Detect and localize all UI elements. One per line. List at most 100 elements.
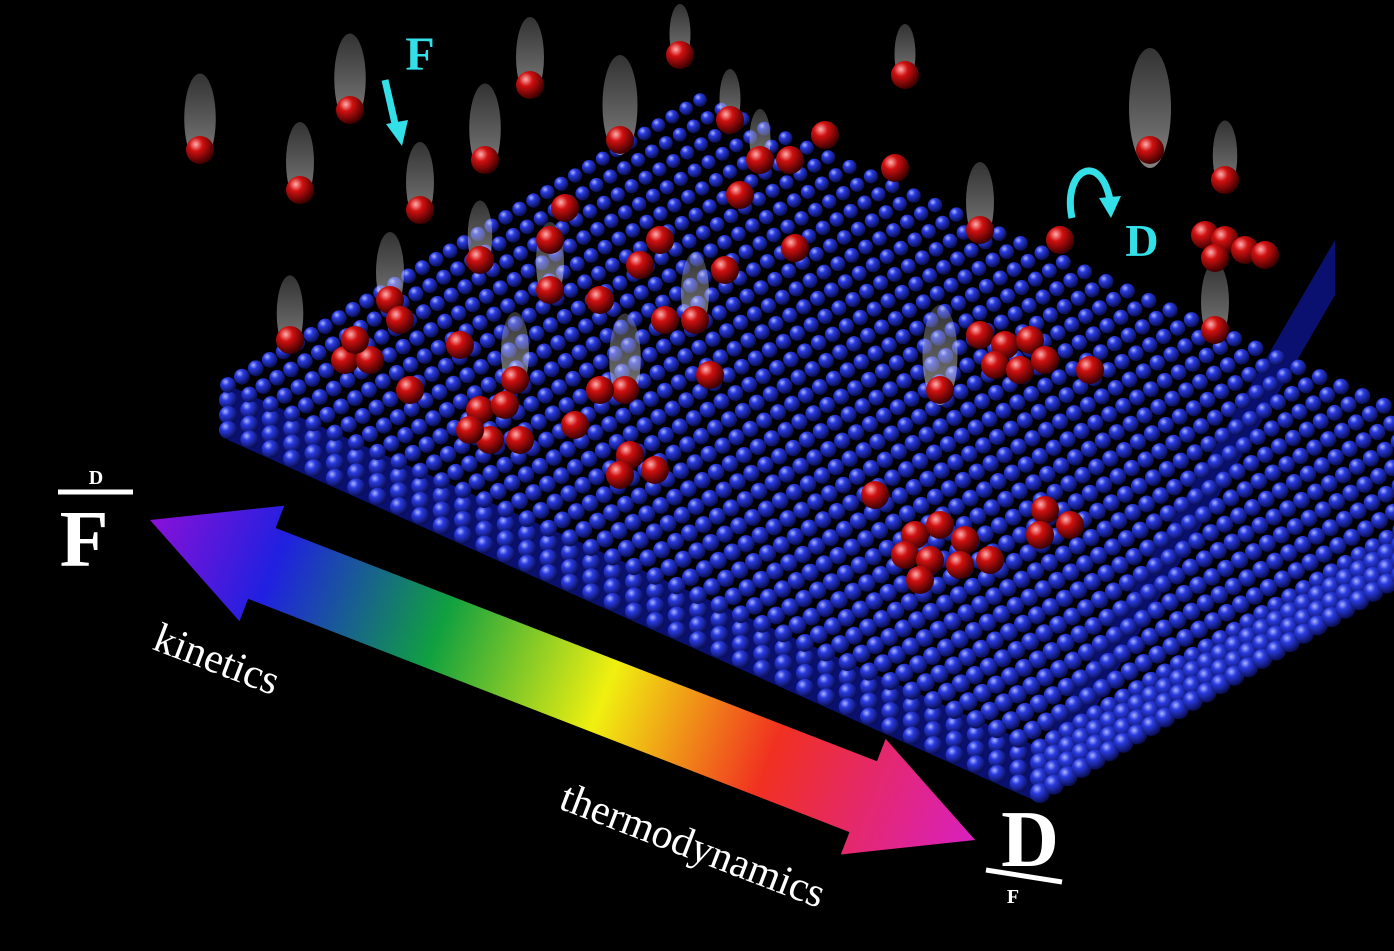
- substrate-atom: [787, 193, 801, 207]
- substrate-atom: [701, 490, 718, 507]
- substrate-atom: [967, 710, 985, 728]
- substrate-atom: [240, 431, 258, 449]
- substrate-atom: [705, 331, 720, 346]
- substrate-atom: [611, 187, 625, 201]
- adatom: [926, 511, 954, 539]
- substrate-atom: [845, 292, 860, 307]
- substrate-atom: [897, 417, 913, 433]
- substrate-atom: [1056, 255, 1071, 270]
- substrate-atom: [612, 276, 627, 291]
- substrate-atom: [305, 415, 321, 431]
- substrate-atom: [653, 206, 667, 220]
- adatom: [536, 226, 564, 254]
- substrate-atom: [1185, 356, 1201, 372]
- substrate-atom: [419, 437, 435, 453]
- substrate-atom: [374, 329, 389, 344]
- substrate-atom: [1334, 423, 1350, 439]
- substrate-atom: [1096, 477, 1113, 494]
- substrate-atom: [860, 708, 878, 726]
- substrate-atom: [807, 159, 821, 173]
- substrate-atom: [514, 290, 529, 305]
- substrate-atom: [459, 367, 475, 383]
- substrate-atom: [1109, 424, 1125, 440]
- substrate-atom: [1073, 423, 1089, 439]
- substrate-atom: [1095, 432, 1111, 448]
- substrate-atom: [879, 205, 893, 219]
- substrate-atom: [587, 424, 603, 440]
- substrate-atom: [786, 484, 803, 501]
- substrate-atom: [815, 177, 829, 191]
- substrate-atom: [582, 583, 600, 601]
- substrate-atom: [727, 341, 743, 357]
- substrate-atom: [1298, 378, 1314, 394]
- substrate-atom: [763, 386, 779, 402]
- substrate-atom: [538, 432, 554, 448]
- substrate-atom: [999, 244, 1014, 259]
- substrate-atom: [534, 211, 548, 225]
- substrate-atom: [644, 435, 660, 451]
- substrate-atom: [262, 440, 280, 458]
- substrate-atom: [458, 279, 473, 294]
- substrate-atom: [1207, 410, 1223, 426]
- substrate-atom: [1369, 424, 1385, 440]
- substrate-atom: [846, 336, 861, 351]
- substrate-atom: [903, 727, 921, 745]
- substrate-atom: [255, 378, 271, 394]
- substrate-atom: [719, 323, 734, 338]
- substrate-atom: [518, 466, 535, 483]
- substrate-atom: [596, 486, 613, 503]
- substrate-atom: [865, 213, 880, 228]
- substrate-atom: [1341, 441, 1357, 457]
- substrate-atom: [840, 362, 856, 378]
- substrate-atom: [1258, 491, 1275, 508]
- substrate-atom: [433, 517, 451, 535]
- substrate-atom: [1099, 274, 1114, 289]
- substrate-atom: [529, 326, 544, 341]
- substrate-atom: [593, 354, 609, 370]
- substrate-atom: [750, 439, 766, 455]
- falling-atom: [926, 376, 954, 404]
- substrate-atom: [866, 257, 881, 272]
- substrate-atom: [710, 217, 725, 232]
- substrate-atom: [1226, 331, 1241, 346]
- substrate-atom: [702, 155, 716, 169]
- substrate-atom: [1150, 399, 1166, 415]
- substrate-atom: [951, 296, 966, 311]
- substrate-atom: [724, 209, 738, 223]
- substrate-atom: [848, 424, 864, 440]
- substrate-atom: [1187, 444, 1203, 460]
- substrate-atom: [746, 262, 761, 277]
- substrate-atom: [646, 612, 664, 630]
- substrate-atom: [843, 204, 857, 218]
- substrate-atom: [1313, 413, 1329, 429]
- substrate-atom: [1163, 347, 1179, 363]
- substrate-atom: [511, 492, 528, 509]
- substrate-atom: [1058, 343, 1074, 359]
- substrate-atom: [1000, 288, 1015, 303]
- substrate-atom: [327, 425, 343, 441]
- substrate-atom: [1099, 318, 1114, 333]
- substrate-atom: [1051, 369, 1067, 385]
- substrate-atom: [646, 189, 660, 203]
- substrate-atom: [904, 391, 920, 407]
- adatom: [651, 306, 679, 334]
- adatom: [396, 376, 424, 404]
- substrate-atom: [546, 450, 562, 466]
- substrate-atom: [297, 353, 313, 369]
- substrate-atom: [1320, 431, 1336, 447]
- substrate-atom: [893, 197, 907, 211]
- substrate-atom: [785, 440, 801, 456]
- substrate-atom: [545, 405, 561, 421]
- substrate-atom: [631, 488, 648, 505]
- substrate-atom: [929, 242, 944, 257]
- substrate-atom: [1101, 406, 1117, 422]
- substrate-atom: [771, 448, 787, 464]
- substrate-atom: [536, 344, 552, 360]
- substrate-atom: [1004, 465, 1021, 482]
- substrate-atom: [409, 331, 424, 346]
- substrate-atom: [696, 225, 711, 240]
- substrate-atom: [663, 357, 679, 373]
- substrate-atom: [675, 216, 690, 231]
- substrate-atom: [1086, 326, 1101, 341]
- substrate-atom: [426, 454, 442, 470]
